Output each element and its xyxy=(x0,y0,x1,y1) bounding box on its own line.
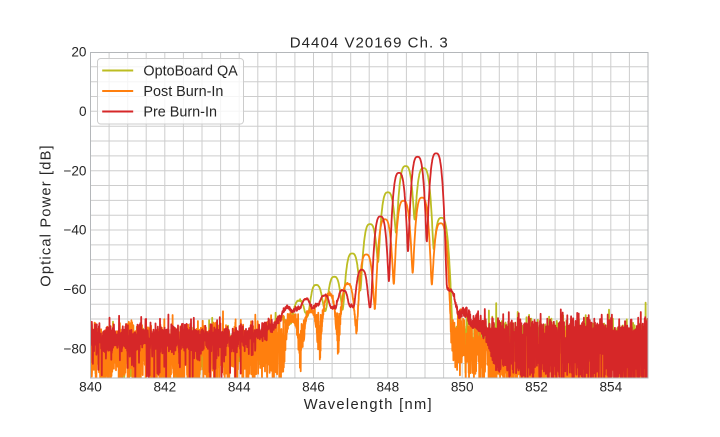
svg-text:Optical Power [dB]: Optical Power [dB] xyxy=(39,144,55,287)
svg-text:−60: −60 xyxy=(63,282,86,297)
svg-text:854: 854 xyxy=(599,380,622,395)
svg-text:852: 852 xyxy=(525,380,548,395)
svg-text:−80: −80 xyxy=(63,341,86,356)
svg-text:Post Burn-In: Post Burn-In xyxy=(143,84,223,100)
svg-text:844: 844 xyxy=(228,380,251,395)
svg-text:850: 850 xyxy=(451,380,474,395)
svg-text:20: 20 xyxy=(71,45,87,60)
svg-text:−20: −20 xyxy=(63,163,86,178)
svg-text:D4404 V20169 Ch. 3: D4404 V20169 Ch. 3 xyxy=(290,35,449,52)
svg-text:848: 848 xyxy=(376,380,399,395)
svg-text:842: 842 xyxy=(153,380,176,395)
svg-text:846: 846 xyxy=(302,380,325,395)
svg-text:−40: −40 xyxy=(63,223,86,238)
svg-text:0: 0 xyxy=(79,104,87,119)
svg-text:Wavelength [nm]: Wavelength [nm] xyxy=(304,397,433,413)
svg-text:Pre Burn-In: Pre Burn-In xyxy=(143,105,217,121)
svg-text:840: 840 xyxy=(79,380,102,395)
svg-text:OptoBoard QA: OptoBoard QA xyxy=(143,64,238,80)
